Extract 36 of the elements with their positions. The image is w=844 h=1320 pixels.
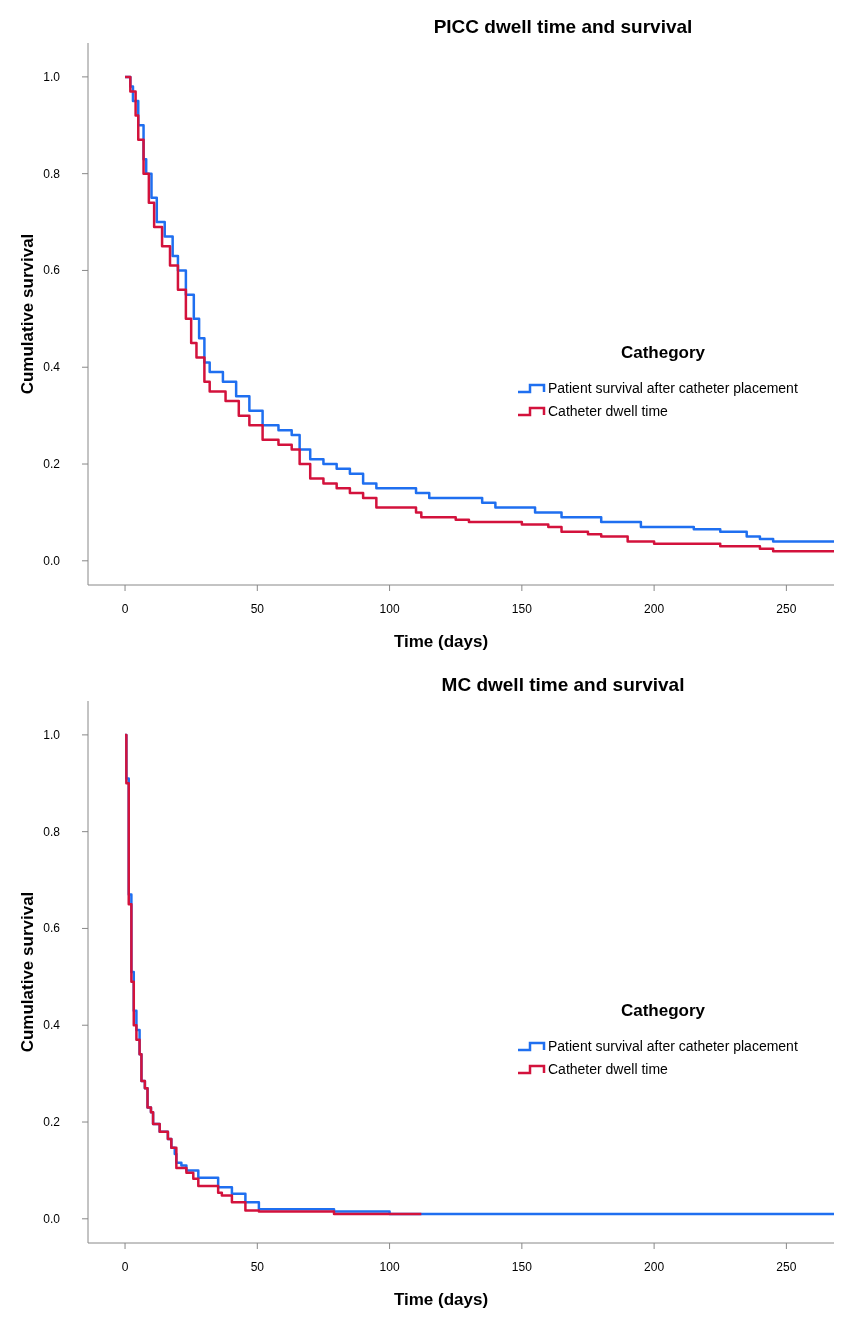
x-tick-label: 150 [511,602,533,616]
x-axis-title: Time (days) [393,1290,489,1309]
y-tick-label: 0.8 [43,166,61,181]
chart-title: PICC dwell time and survival [433,16,693,37]
x-tick-label: 200 [644,1260,665,1274]
legend-title: Cathegory [620,1001,706,1020]
x-tick-label: 250 [776,1260,797,1274]
y-tick-label: 0.4 [43,360,61,375]
x-tick-label: 0 [121,1260,129,1274]
y-tick-label: 0.2 [43,1115,61,1130]
x-tick-label: 150 [511,1260,533,1274]
x-tick-label: 100 [379,602,400,616]
y-tick-label: 0.8 [43,824,61,839]
y-tick-label: 0.4 [43,1018,61,1033]
legend-label: Patient survival after catheter placement [548,380,798,396]
y-tick-label: 0.0 [43,1211,61,1226]
x-tick-label: 0 [121,602,129,616]
y-axis-title: Cumulative survival [18,891,37,1053]
x-axis-title: Time (days) [393,632,489,651]
chart-title: MC dwell time and survival [441,674,685,695]
x-tick-label: 50 [250,602,265,616]
y-axis-title: Cumulative survival [18,233,37,395]
y-tick-label: 0.2 [43,457,61,472]
legend-title: Cathegory [620,343,706,362]
y-tick-label: 1.0 [43,69,61,84]
x-tick-label: 250 [776,602,797,616]
y-tick-label: 0.6 [43,921,61,936]
y-tick-label: 1.0 [43,727,61,742]
legend-label: Catheter dwell time [548,1061,669,1077]
x-tick-label: 200 [644,602,665,616]
legend-label: Catheter dwell time [548,403,669,419]
x-tick-label: 50 [250,1260,265,1274]
x-tick-label: 100 [379,1260,400,1274]
legend-label: Patient survival after catheter placement [548,1038,798,1054]
y-tick-label: 0.6 [43,263,61,278]
y-tick-label: 0.0 [43,553,61,568]
